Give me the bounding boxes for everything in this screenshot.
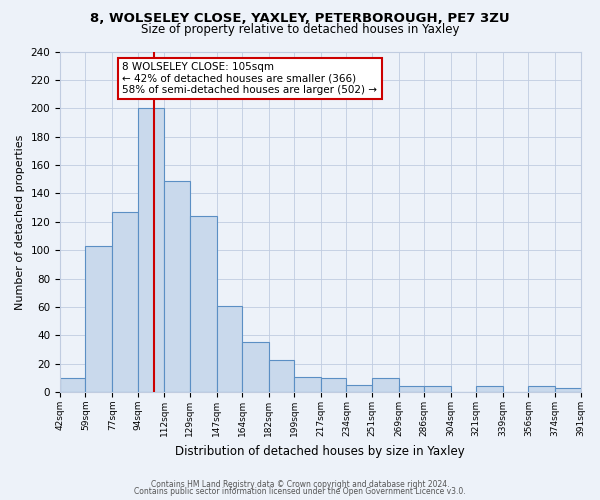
Bar [137,108,164,392]
X-axis label: Distribution of detached houses by size in Yaxley: Distribution of detached houses by size … [175,444,465,458]
Bar [321,378,346,392]
Bar [190,216,217,392]
Bar [60,378,85,392]
Bar [398,386,424,392]
Bar [476,386,503,392]
Text: Size of property relative to detached houses in Yaxley: Size of property relative to detached ho… [141,24,459,36]
Bar [555,388,581,392]
Bar [217,306,242,392]
Bar [85,246,112,392]
Text: 8, WOLSELEY CLOSE, YAXLEY, PETERBOROUGH, PE7 3ZU: 8, WOLSELEY CLOSE, YAXLEY, PETERBOROUGH,… [90,12,510,26]
Bar [164,180,190,392]
Bar [372,378,398,392]
Bar [294,376,321,392]
Text: 8 WOLSELEY CLOSE: 105sqm
← 42% of detached houses are smaller (366)
58% of semi-: 8 WOLSELEY CLOSE: 105sqm ← 42% of detach… [122,62,377,95]
Y-axis label: Number of detached properties: Number of detached properties [15,134,25,310]
Text: Contains public sector information licensed under the Open Government Licence v3: Contains public sector information licen… [134,487,466,496]
Bar [112,212,137,392]
Bar [269,360,294,392]
Bar [346,385,372,392]
Bar [242,342,269,392]
Bar [529,386,555,392]
Text: Contains HM Land Registry data © Crown copyright and database right 2024.: Contains HM Land Registry data © Crown c… [151,480,449,489]
Bar [424,386,451,392]
